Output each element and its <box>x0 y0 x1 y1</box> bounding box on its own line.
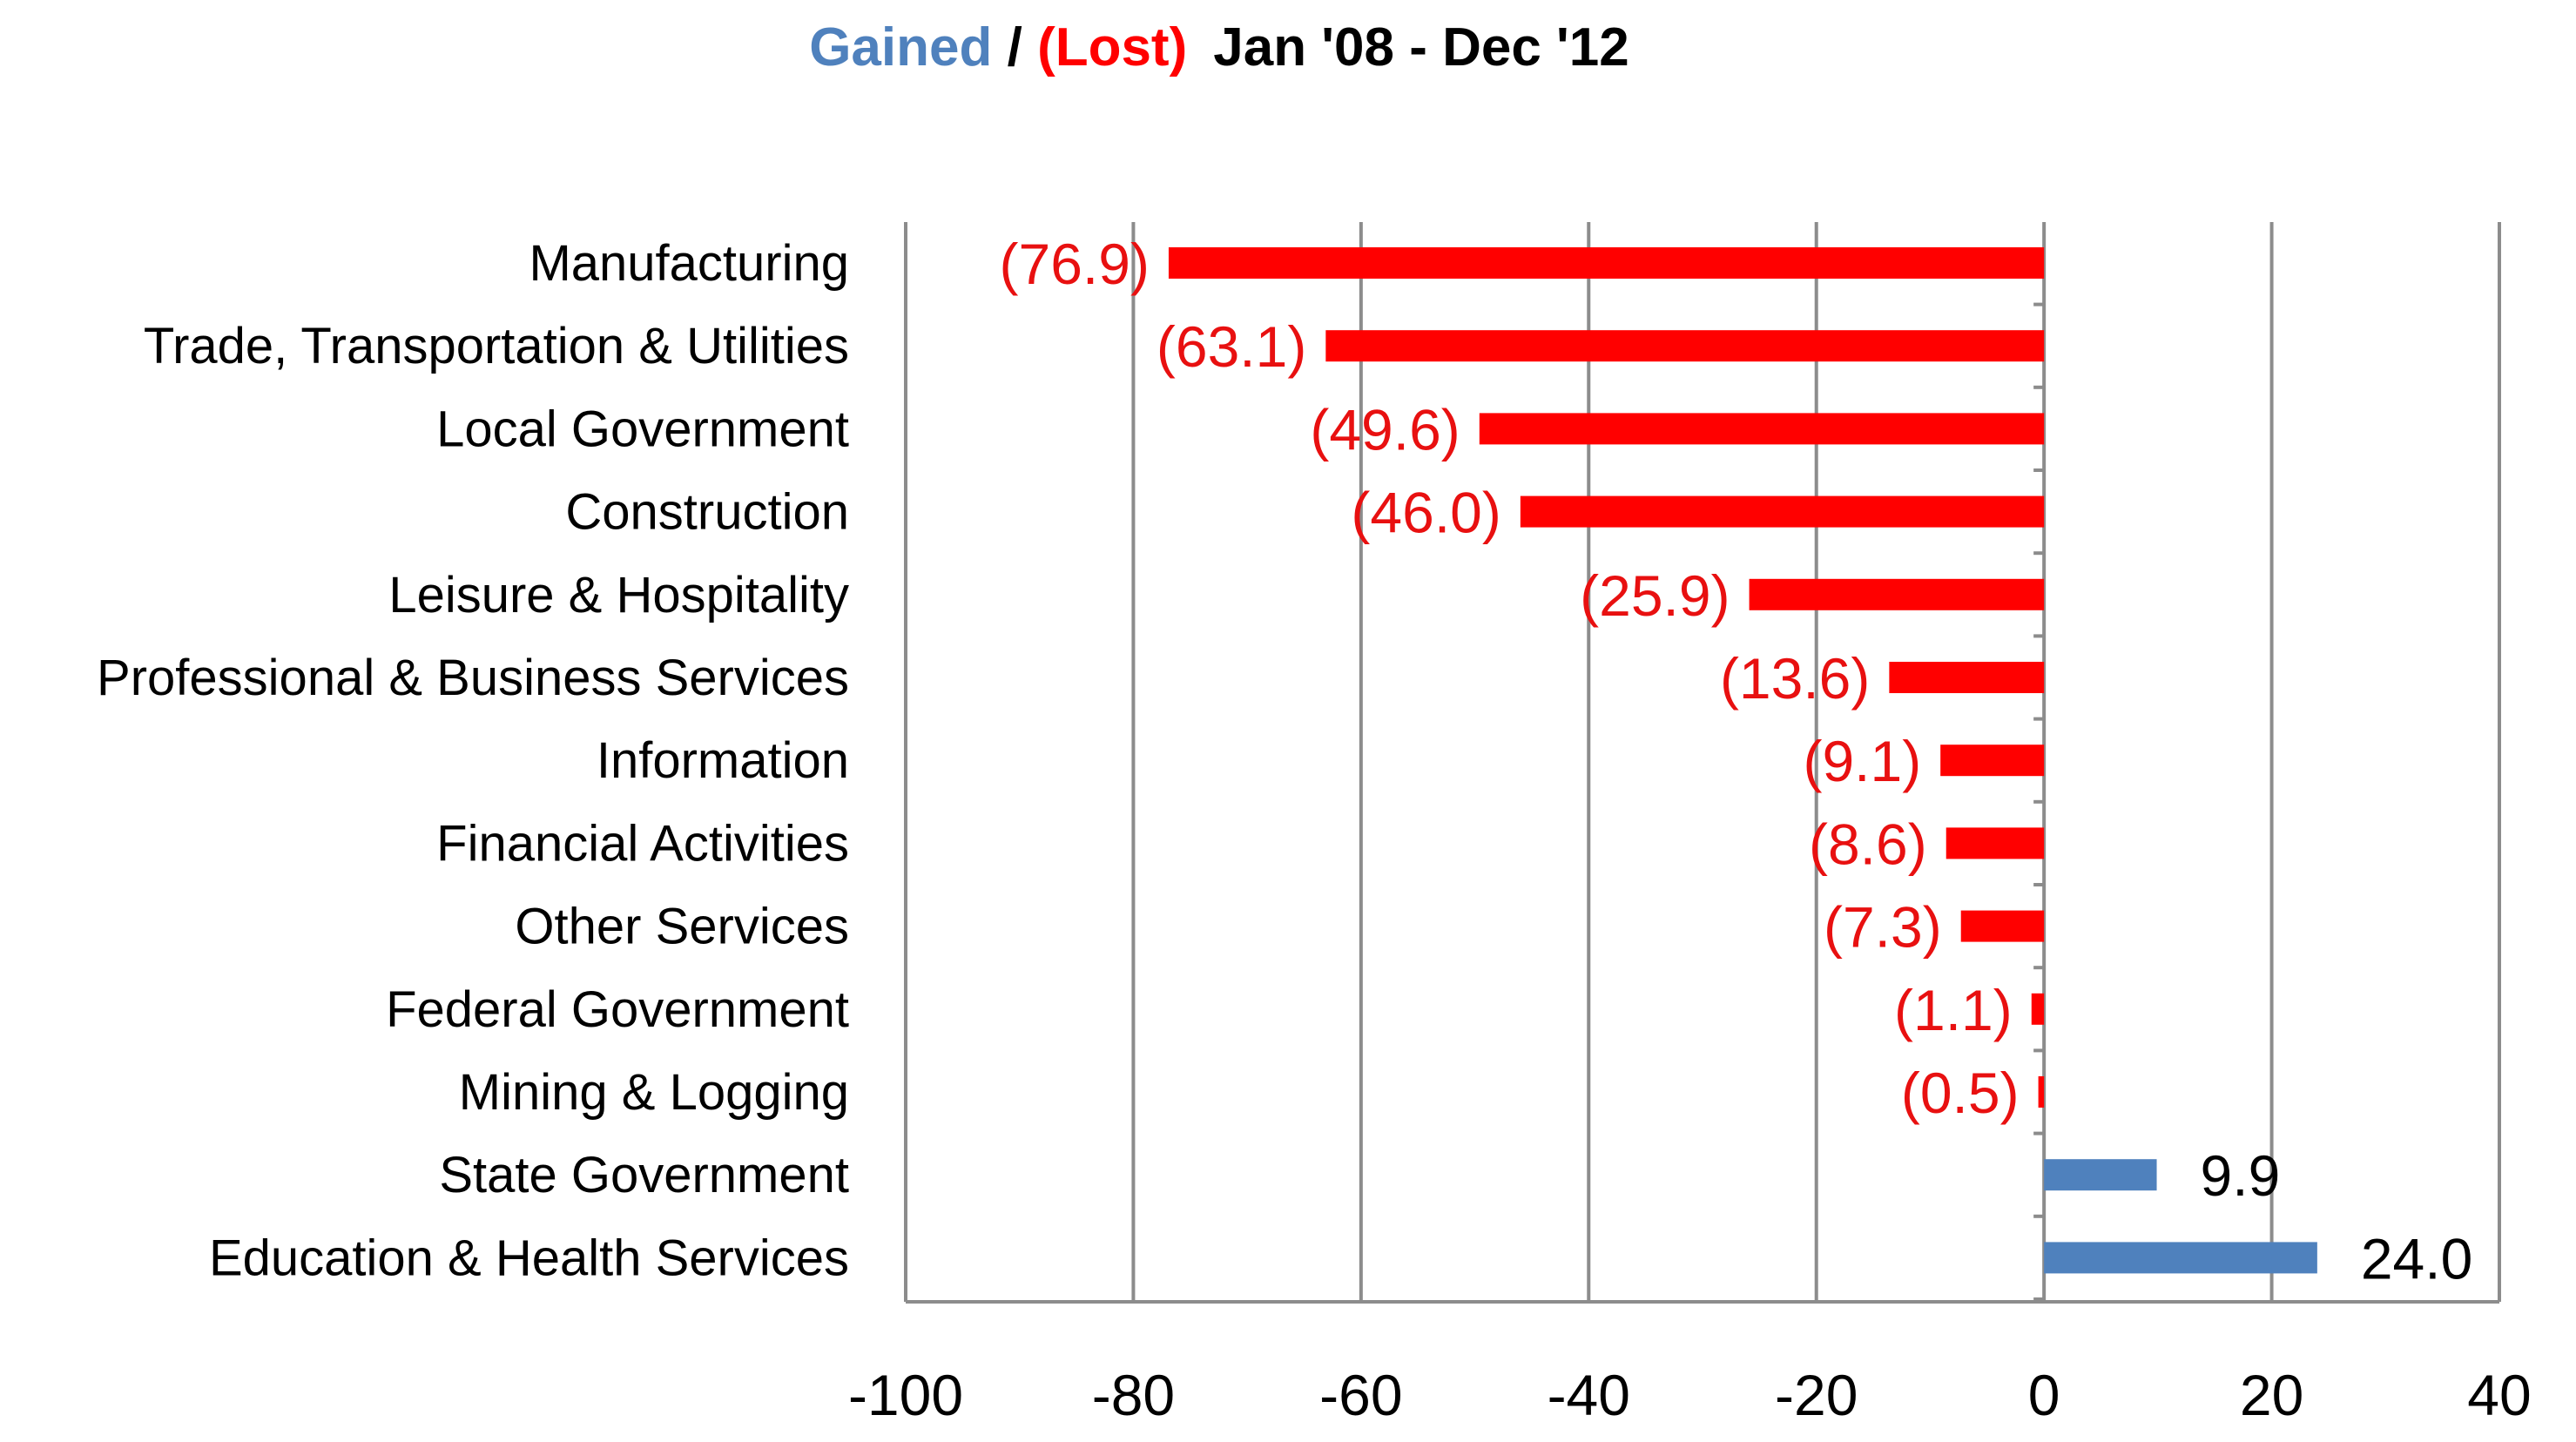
category-label-5: Professional & Business Services <box>97 650 849 706</box>
grid-lines <box>904 222 2501 1302</box>
bar-7 <box>1945 827 2045 859</box>
category-label-4: Leisure & Hospitality <box>388 567 849 623</box>
data-label-1: (63.1) <box>1157 314 1306 379</box>
bar-6 <box>1940 745 2045 777</box>
x-tick-label-1: -80 <box>1092 1363 1175 1427</box>
chart-title: Gained / (Lost) Jan '08 - Dec '12 <box>809 17 1629 77</box>
bars <box>1168 247 2317 1274</box>
category-label-7: Financial Activities <box>436 815 849 872</box>
data-label-6: (9.1) <box>1803 729 1921 793</box>
category-label-11: State Government <box>439 1147 849 1203</box>
bar-0 <box>1168 247 2045 279</box>
x-tick-labels: -100 -80 -60 -40 -20 0 20 40 <box>848 1363 2532 1427</box>
bar-12 <box>2044 1242 2317 1274</box>
bar-11 <box>2044 1159 2157 1191</box>
category-label-3: Construction <box>565 484 849 541</box>
bar-3 <box>1520 495 2045 528</box>
data-label-9: (1.1) <box>1894 978 2013 1042</box>
x-tick-label-3: -40 <box>1548 1363 1630 1427</box>
category-label-2: Local Government <box>436 401 849 457</box>
bar-2 <box>1479 413 2045 445</box>
title-separator: / <box>992 17 1037 77</box>
data-label-11: 9.9 <box>2201 1143 2281 1208</box>
x-tick-label-6: 20 <box>2240 1363 2303 1427</box>
data-label-8: (7.3) <box>1824 895 1942 960</box>
data-label-2: (49.6) <box>1310 397 1460 462</box>
category-label-10: Mining & Logging <box>459 1064 849 1121</box>
data-label-3: (46.0) <box>1351 481 1500 545</box>
category-label-12: Education & Health Services <box>209 1230 849 1286</box>
x-tick-label-2: -60 <box>1319 1363 1402 1427</box>
data-label-10: (0.5) <box>1901 1061 2020 1125</box>
data-label-12: 24.0 <box>2361 1226 2472 1290</box>
category-label-9: Federal Government <box>386 981 849 1038</box>
x-tick-label-4: -20 <box>1775 1363 1858 1427</box>
x-tick-label-7: 40 <box>2467 1363 2531 1427</box>
title-lost: (Lost) <box>1037 17 1187 77</box>
category-label-1: Trade, Transportation & Utilities <box>144 318 849 374</box>
title-gained: Gained <box>809 17 992 77</box>
bar-1 <box>1325 330 2045 362</box>
data-label-5: (13.6) <box>1720 646 1870 711</box>
bar-8 <box>1960 910 2045 942</box>
data-label-0: (76.9) <box>1000 232 1150 296</box>
category-label-0: Manufacturing <box>529 235 849 292</box>
x-tick-label-5: 0 <box>2028 1363 2060 1427</box>
x-tick-label-0: -100 <box>848 1363 963 1427</box>
data-labels: (76.9)(63.1)(49.6) (46.0) (25.9) (13.6) (9.1… <box>1000 232 2473 1290</box>
category-label-8: Other Services <box>515 899 849 955</box>
axes <box>906 222 2499 1304</box>
data-label-4: (25.9) <box>1580 563 1730 628</box>
category-labels: Manufacturing Trade, Transportation & Uti… <box>97 235 849 1286</box>
title-period: Jan '08 - Dec '12 <box>1213 17 1629 77</box>
bar-4 <box>1749 578 2045 610</box>
bar-9 <box>2031 993 2045 1025</box>
data-label-7: (8.6) <box>1809 812 1927 876</box>
category-label-6: Information <box>597 732 849 789</box>
bar-10 <box>2038 1076 2045 1108</box>
bar-5 <box>1889 662 2045 693</box>
